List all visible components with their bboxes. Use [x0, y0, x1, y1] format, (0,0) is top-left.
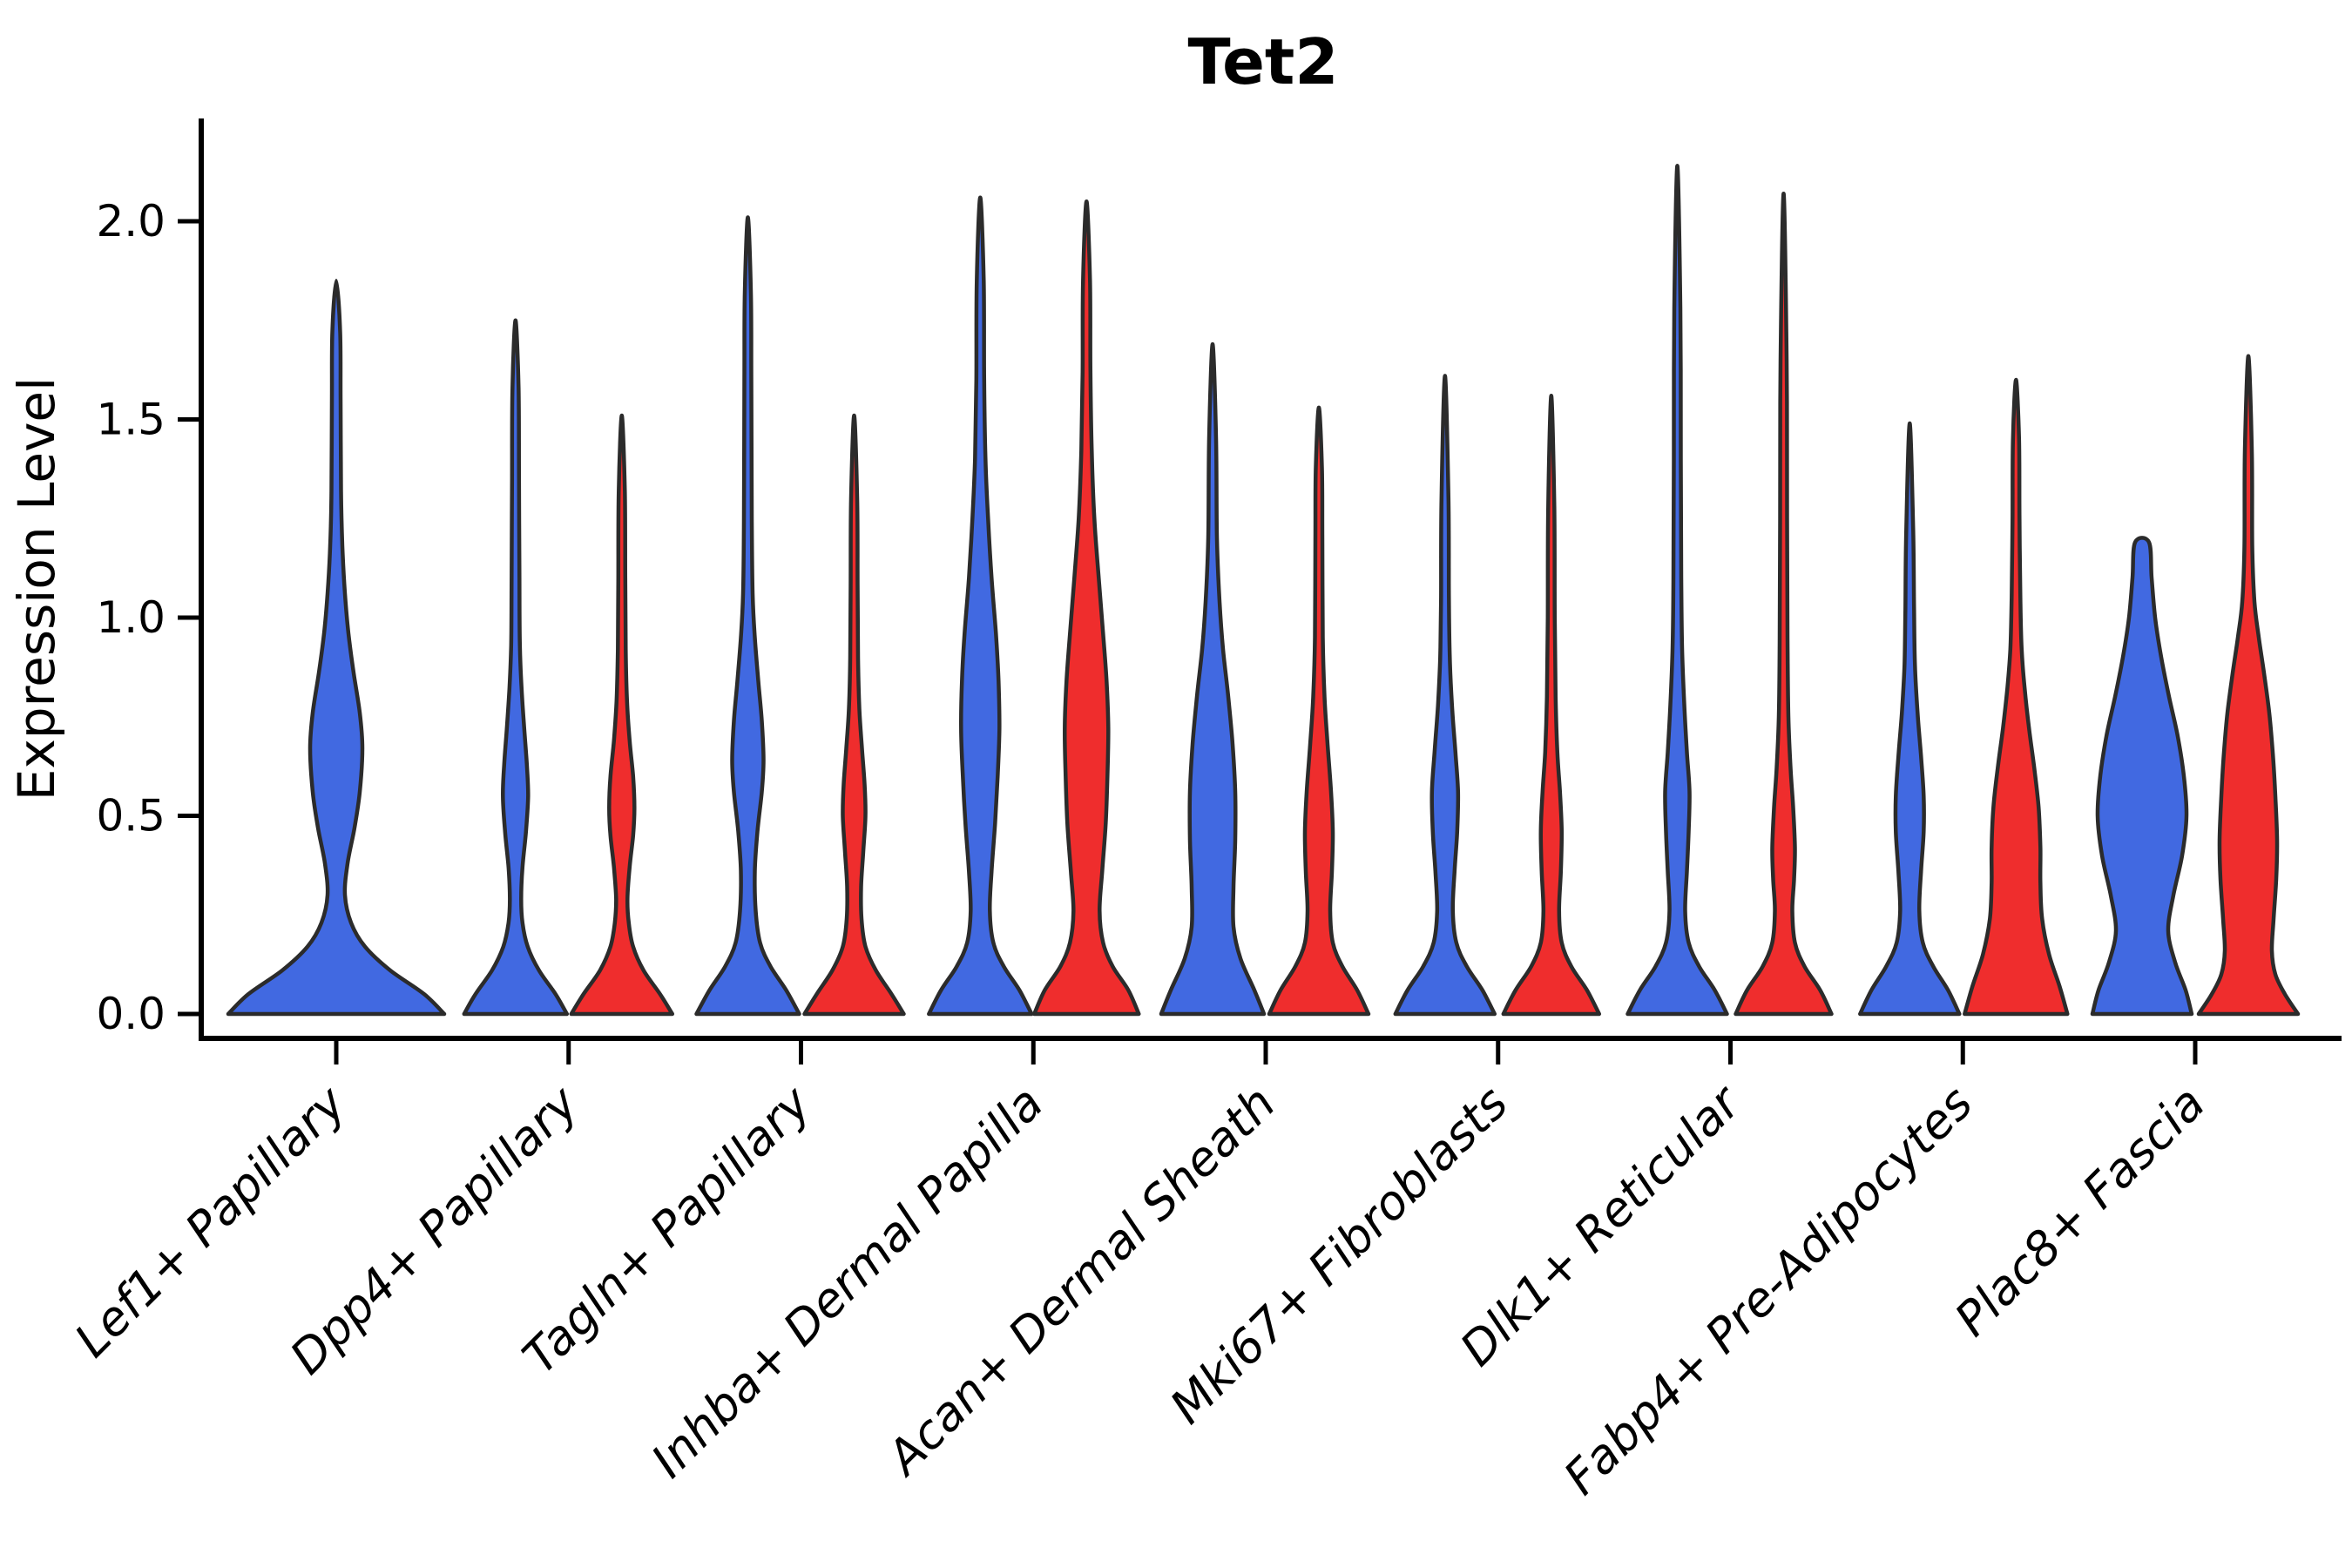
x-tick-label: Fabp4+ Pre-Adipocytes	[1553, 1076, 1983, 1505]
violin-red-tagln-papillary	[802, 413, 906, 1017]
y-tick-label: 0.0	[96, 989, 166, 1039]
violin-blue-dpp4-papillary	[462, 318, 570, 1017]
violin-blue-acan-dermal-sheath	[1159, 341, 1267, 1017]
violin-blue-dlk1-reticular	[1625, 164, 1729, 1017]
violin-red-inhba-dermal-papilla	[1032, 199, 1141, 1017]
violin-blue-mki67-fibroblasts	[1393, 374, 1497, 1017]
violin-red-mki67-fibroblasts	[1501, 393, 1602, 1017]
violin-blue-inhba-dermal-papilla	[927, 195, 1034, 1017]
chart-title: Tet2	[1188, 25, 1339, 98]
violin-red-acan-dermal-sheath	[1267, 405, 1371, 1017]
violin-red-dpp4-papillary	[569, 413, 675, 1017]
violin-blue-lef1-papillary	[226, 279, 447, 1017]
y-tick-label: 1.5	[96, 395, 166, 445]
violin-red-dlk1-reticular	[1734, 191, 1834, 1017]
violin-blue-fabp4-pre-adipocytes	[1858, 421, 1962, 1017]
y-tick-label: 1.0	[96, 592, 166, 643]
violin-blue-plac8-fascia	[2090, 536, 2194, 1017]
violin-red-fabp4-pre-adipocytes	[1963, 377, 2070, 1017]
y-tick-label: 0.5	[96, 791, 166, 841]
x-tick-label: Acan+ Dermal Sheath	[875, 1076, 1286, 1487]
violin-red-plac8-fascia	[2196, 354, 2301, 1017]
x-tick-label: Inhba+ Dermal Papilla	[641, 1076, 1054, 1489]
x-tick-label: Plac8+ Fascia	[1944, 1076, 2215, 1347]
violins-layer	[226, 164, 2301, 1017]
y-tick-label: 2.0	[96, 196, 166, 247]
y-axis-label: Expression Level	[7, 377, 66, 801]
violin-blue-tagln-papillary	[694, 215, 801, 1017]
